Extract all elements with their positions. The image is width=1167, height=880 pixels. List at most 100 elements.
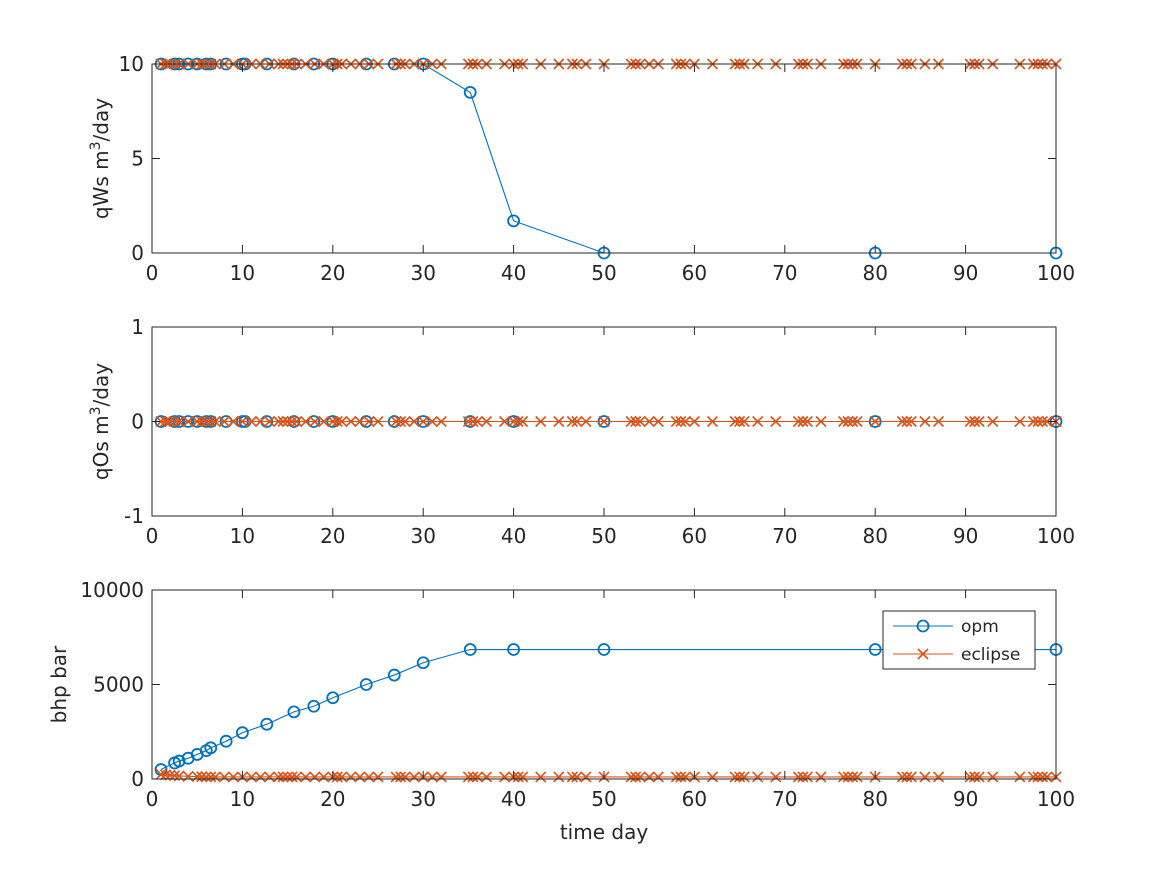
x-tick-label: 90: [953, 261, 978, 285]
data-point-eclipse: [363, 771, 375, 783]
data-point-eclipse: [670, 771, 682, 783]
data-point-eclipse: [286, 415, 298, 428]
data-point-eclipse: [738, 771, 750, 783]
data-point-eclipse: [1036, 771, 1049, 783]
data-point-eclipse: [973, 771, 985, 783]
data-point-opm: [387, 668, 401, 682]
data-point-eclipse: [535, 415, 547, 428]
data-point-eclipse: [851, 771, 863, 783]
data-point-eclipse: [896, 415, 908, 428]
legend-label-eclipse: eclipse: [961, 645, 1020, 665]
x-tick-label: 100: [1037, 261, 1075, 285]
data-point-eclipse: [372, 415, 384, 428]
series-eclipse: [155, 415, 1062, 428]
data-point-eclipse: [679, 415, 691, 428]
data-point-eclipse: [227, 415, 239, 428]
data-point-eclipse: [209, 771, 221, 783]
data-point-eclipse: [462, 771, 474, 783]
series-line-eclipse: [160, 773, 1056, 778]
y-tick-label: 0: [131, 767, 144, 791]
data-point-eclipse: [471, 415, 484, 428]
legend: opm eclipse: [882, 610, 1036, 670]
data-point-eclipse: [395, 771, 407, 783]
data-point-eclipse: [205, 771, 217, 783]
x-axis-label: time day: [560, 820, 648, 844]
data-point-opm: [463, 85, 477, 99]
x-tick-label: 40: [501, 261, 526, 285]
data-point-eclipse: [508, 415, 520, 428]
data-point-eclipse: [245, 415, 258, 428]
data-point-eclipse: [200, 415, 212, 428]
data-point-eclipse: [169, 415, 181, 428]
data-point-eclipse: [770, 415, 782, 428]
data-point-eclipse: [752, 771, 764, 783]
data-point-eclipse: [399, 415, 411, 428]
data-point-eclipse: [675, 771, 687, 783]
data-point-eclipse: [263, 771, 276, 783]
data-point-eclipse: [498, 415, 511, 428]
data-point-eclipse: [517, 415, 529, 428]
data-point-eclipse: [729, 771, 741, 783]
data-point-opm: [235, 726, 249, 740]
x-tick-label: 50: [591, 787, 616, 811]
data-point-eclipse: [218, 415, 230, 428]
data-point-eclipse: [706, 771, 719, 783]
data-point-eclipse: [191, 415, 203, 428]
data-point-eclipse: [969, 415, 981, 428]
data-point-eclipse: [837, 415, 850, 428]
data-point-eclipse: [932, 415, 945, 428]
x-tick-label: 100: [1037, 787, 1075, 811]
data-point-eclipse: [277, 771, 289, 783]
data-point-eclipse: [272, 771, 285, 783]
x-tick-label: 10: [230, 261, 255, 285]
data-point-eclipse: [512, 771, 524, 783]
data-point-eclipse: [286, 771, 298, 783]
data-point-eclipse: [291, 771, 303, 783]
data-point-eclipse: [679, 771, 691, 783]
data-point-eclipse: [566, 771, 578, 783]
data-point-eclipse: [1027, 415, 1039, 428]
x-tick-label: 10: [230, 787, 255, 811]
y-axis-label-tail: /day: [89, 98, 113, 142]
data-point-eclipse: [282, 415, 294, 428]
data-point-opm: [204, 741, 218, 755]
data-point-eclipse: [164, 415, 176, 428]
data-point-eclipse: [688, 415, 700, 428]
data-point-eclipse: [408, 415, 420, 428]
data-point-eclipse: [675, 415, 687, 428]
data-point-eclipse: [480, 415, 493, 428]
y-tick-label: 0: [131, 241, 144, 265]
data-point-eclipse: [553, 415, 565, 428]
data-point-opm: [172, 754, 186, 768]
data-point-eclipse: [209, 415, 221, 428]
data-point-eclipse: [390, 415, 402, 428]
data-point-eclipse: [734, 415, 746, 428]
data-point-eclipse: [964, 771, 976, 783]
data-point-eclipse: [670, 415, 682, 428]
data-point-eclipse: [159, 769, 172, 781]
x-tick-label: 100: [1037, 524, 1075, 548]
data-point-eclipse: [643, 415, 655, 428]
data-point-eclipse: [734, 771, 746, 783]
x-tick-label: 20: [320, 261, 345, 285]
data-point-eclipse: [797, 771, 809, 783]
y-tick-label: 1: [131, 315, 144, 339]
data-point-opm: [287, 705, 301, 719]
x-tick-label: 50: [591, 261, 616, 285]
data-point-eclipse: [331, 415, 343, 428]
data-point-eclipse: [901, 771, 913, 783]
data-point-eclipse: [652, 771, 664, 783]
data-point-eclipse: [932, 771, 945, 783]
data-point-eclipse: [254, 771, 267, 783]
x-tick-label: 40: [501, 524, 526, 548]
data-point-opm: [416, 656, 430, 670]
data-point-eclipse: [318, 415, 330, 428]
data-point-eclipse: [706, 415, 719, 428]
data-point-eclipse: [1027, 771, 1039, 783]
data-point-eclipse: [182, 770, 194, 782]
x-tick-label: 70: [772, 261, 797, 285]
data-point-eclipse: [159, 415, 172, 428]
data-point-eclipse: [1041, 415, 1053, 428]
